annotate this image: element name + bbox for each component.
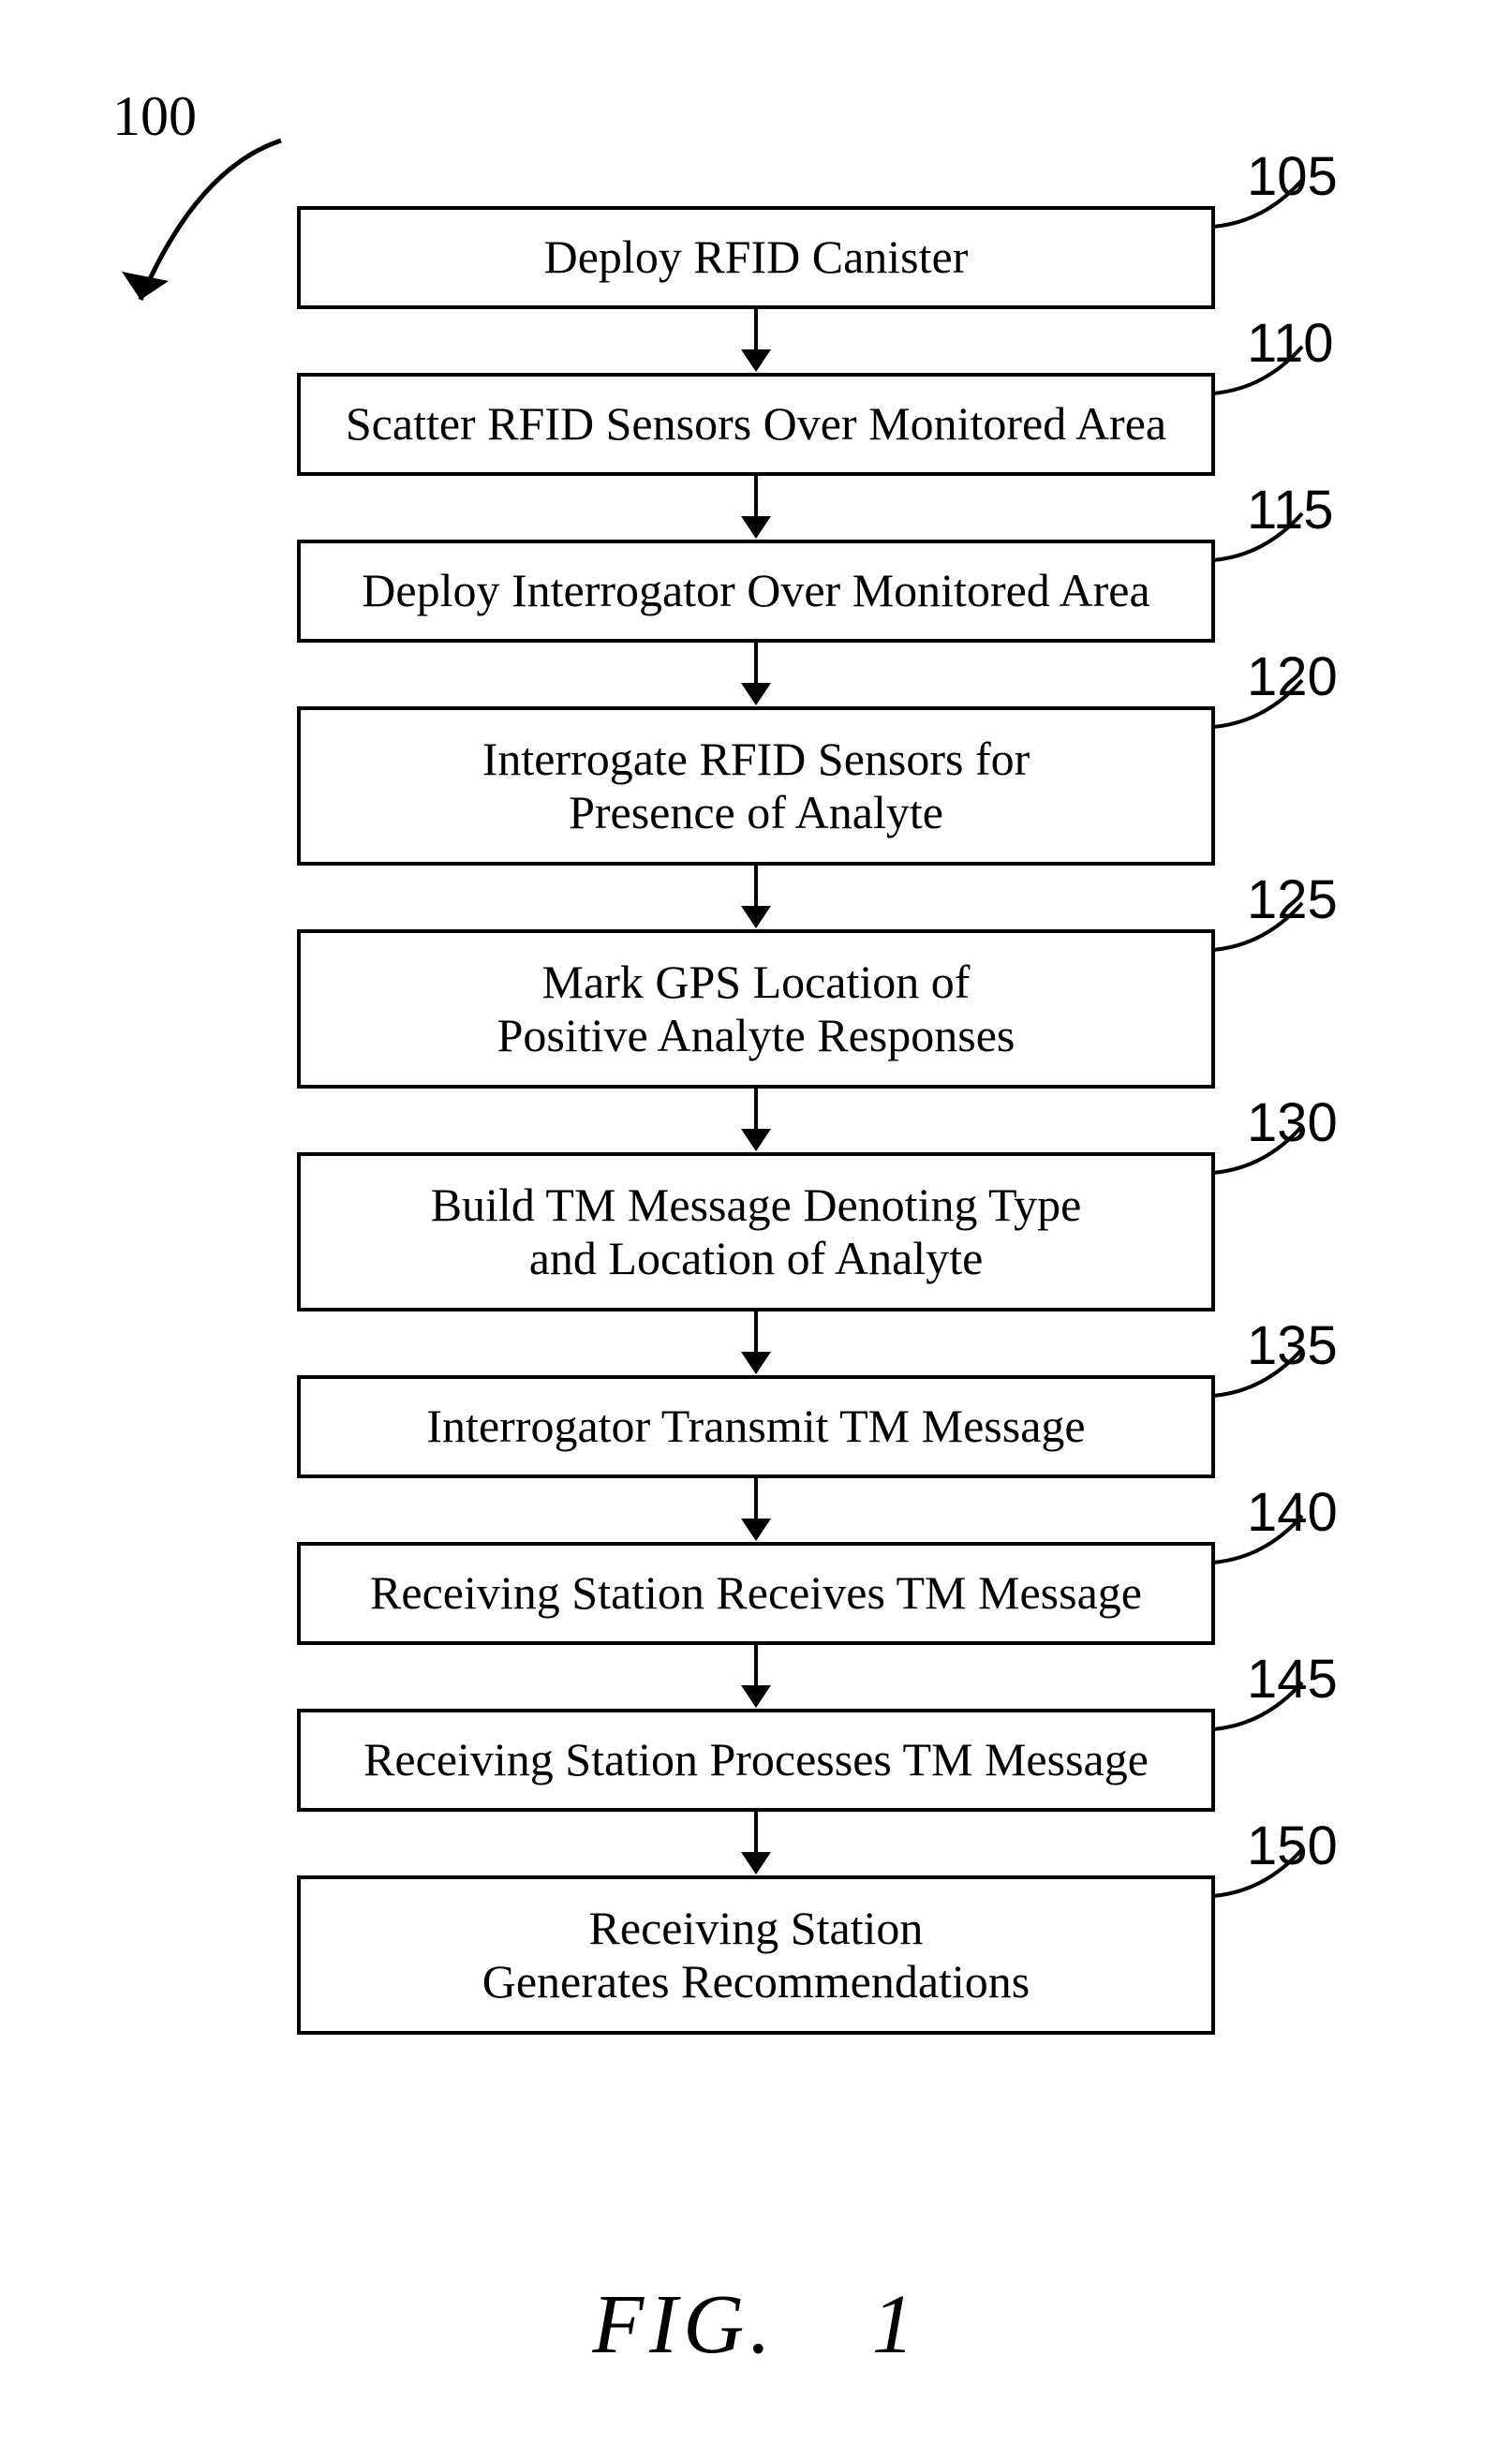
arrow-shaft <box>754 1478 758 1519</box>
flow-step-text: Generates Recommendations <box>482 1955 1030 2009</box>
arrow-head-icon <box>741 1852 771 1874</box>
flow-step-text: Mark GPS Location of <box>542 956 971 1010</box>
arrow-head-icon <box>741 683 771 705</box>
step-label-125: 125 <box>1247 869 1338 932</box>
arrow-shaft <box>754 309 758 350</box>
step-label-140: 140 <box>1247 1482 1338 1545</box>
flow-step-text: Deploy RFID Canister <box>544 230 969 285</box>
flow-arrow <box>741 643 771 706</box>
flow-step-115: Deploy Interrogator Over Monitored Area1… <box>297 540 1215 643</box>
flow-step-text: and Location of Analyte <box>529 1232 984 1286</box>
flow-step-text: Build TM Message Denoting Type <box>431 1178 1082 1233</box>
flow-step-145: Receiving Station Processes TM Message14… <box>297 1709 1215 1812</box>
flow-step-125: Mark GPS Location ofPositive Analyte Res… <box>297 929 1215 1089</box>
step-label-110: 110 <box>1247 313 1333 376</box>
flow-step-text: Receiving Station Processes TM Message <box>363 1733 1149 1787</box>
flow-step-text: Interrogate RFID Sensors for <box>482 733 1030 787</box>
flow-step-text: Positive Analyte Responses <box>497 1009 1015 1063</box>
flow-step-135: Interrogator Transmit TM Message135 <box>297 1375 1215 1478</box>
flow-arrow <box>741 1089 771 1152</box>
arrow-shaft <box>754 643 758 684</box>
flow-arrow <box>741 1311 771 1375</box>
step-label-115: 115 <box>1247 480 1333 542</box>
flow-arrow <box>741 476 771 540</box>
arrow-head-icon <box>741 1129 771 1151</box>
flow-step-130: Build TM Message Denoting Typeand Locati… <box>297 1152 1215 1311</box>
arrow-head-icon <box>741 349 771 372</box>
flow-step-text: Scatter RFID Sensors Over Monitored Area <box>346 397 1166 452</box>
arrow-head-icon <box>741 906 771 928</box>
arrow-shaft <box>754 866 758 907</box>
arrow-shaft <box>754 1311 758 1353</box>
arrow-head-icon <box>741 516 771 539</box>
step-label-130: 130 <box>1247 1092 1338 1155</box>
arrow-shaft <box>754 1089 758 1130</box>
flow-step-105: Deploy RFID Canister105 <box>297 206 1215 309</box>
step-label-150: 150 <box>1247 1815 1338 1878</box>
flow-step-text: Deploy Interrogator Over Monitored Area <box>362 564 1149 618</box>
figure-ref-arrow <box>84 131 328 375</box>
flow-step-text: Receiving Station <box>589 1902 924 1956</box>
arrow-head-icon <box>741 1685 771 1708</box>
arrow-head-icon <box>741 1519 771 1541</box>
flow-arrow <box>741 1645 771 1709</box>
step-label-120: 120 <box>1247 646 1338 709</box>
flow-step-text: Presence of Analyte <box>569 786 943 840</box>
arrow-head-icon <box>741 1352 771 1374</box>
flow-arrow <box>741 866 771 929</box>
arrow-shaft <box>754 1812 758 1853</box>
flow-step-150: Receiving StationGenerates Recommendatio… <box>297 1875 1215 2035</box>
flow-step-120: Interrogate RFID Sensors forPresence of … <box>297 706 1215 866</box>
flow-step-text: Interrogator Transmit TM Message <box>426 1400 1085 1454</box>
flow-arrow <box>741 1812 771 1875</box>
arrow-shaft <box>754 476 758 517</box>
flow-arrow <box>741 1478 771 1542</box>
figure-ref-arrow-path <box>141 141 281 300</box>
step-label-145: 145 <box>1247 1649 1338 1712</box>
step-label-135: 135 <box>1247 1315 1338 1378</box>
figure-ref-arrow-head <box>122 272 169 300</box>
flowchart: Deploy RFID Canister105 Scatter RFID Sens… <box>297 206 1215 2035</box>
flow-step-110: Scatter RFID Sensors Over Monitored Area… <box>297 373 1215 476</box>
flow-step-text: Receiving Station Receives TM Message <box>370 1566 1142 1621</box>
flow-step-140: Receiving Station Receives TM Message140 <box>297 1542 1215 1645</box>
figure-caption: FIG. 1 <box>592 2276 919 2373</box>
flow-arrow <box>741 309 771 373</box>
step-label-105: 105 <box>1247 146 1338 209</box>
arrow-shaft <box>754 1645 758 1686</box>
